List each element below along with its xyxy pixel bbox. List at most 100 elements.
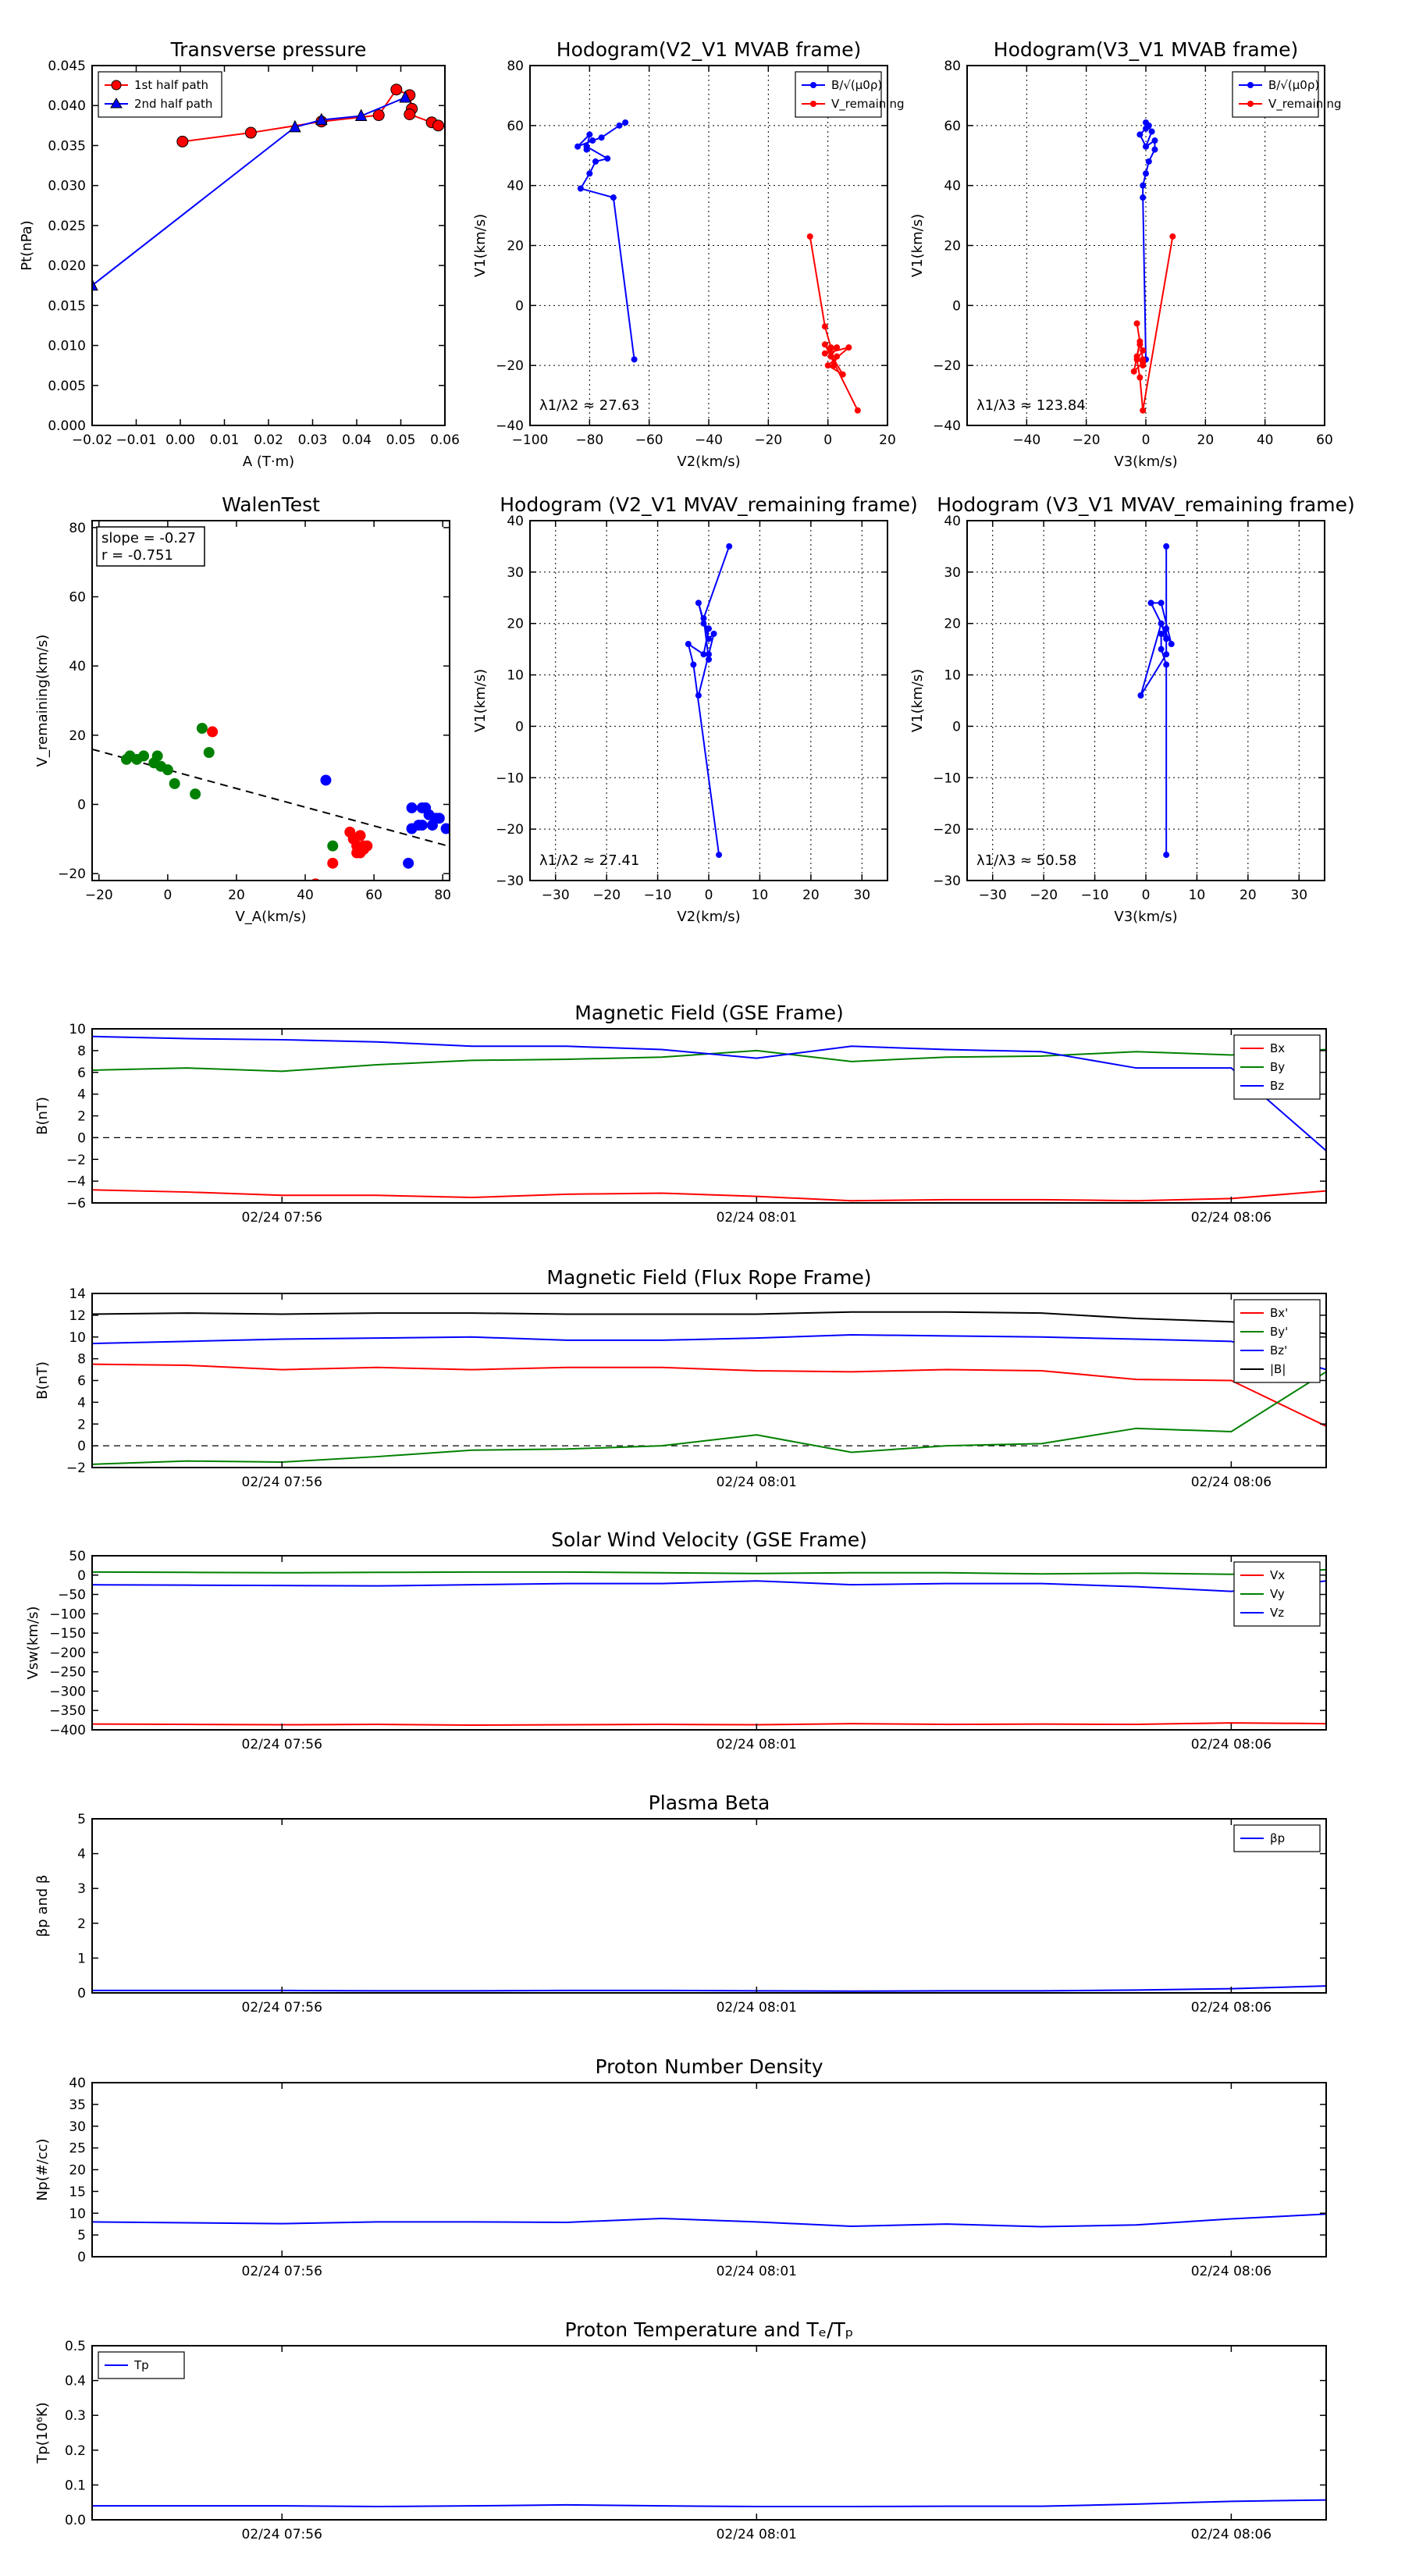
x-tick-label: 02/24 08:06 bbox=[1191, 1210, 1272, 1226]
plot-area bbox=[685, 543, 733, 859]
data-point bbox=[433, 813, 445, 824]
y-tick-label: 60 bbox=[69, 590, 86, 606]
data-point bbox=[827, 353, 834, 360]
y-axis-label: V_remaining(km/s) bbox=[34, 635, 51, 767]
y-tick-label: −2 bbox=[66, 1461, 86, 1476]
y-tick-label: −100 bbox=[49, 1606, 86, 1622]
data-point bbox=[854, 407, 861, 414]
y-tick-label: 35 bbox=[69, 2097, 86, 2113]
x-tick-label: −40 bbox=[1012, 432, 1040, 448]
data-point bbox=[320, 774, 332, 786]
y-tick-label: −4 bbox=[66, 1174, 86, 1190]
y-tick-label: 0.040 bbox=[48, 98, 86, 114]
x-tick-label: −20 bbox=[754, 432, 782, 448]
y-tick-label: 0.030 bbox=[48, 179, 86, 194]
legend-label: Bz' bbox=[1270, 1343, 1287, 1357]
x-tick-label: 10 bbox=[1189, 888, 1206, 903]
plot-frame bbox=[91, 2345, 1327, 2521]
y-tick-label: 40 bbox=[944, 179, 961, 194]
data-point bbox=[1151, 137, 1158, 144]
legend-label: Vy bbox=[1270, 1587, 1285, 1601]
x-tick-label: −0.02 bbox=[72, 432, 112, 448]
x-tick-label: 40 bbox=[297, 888, 314, 903]
stats-box bbox=[96, 526, 205, 567]
series-line bbox=[92, 1985, 1326, 1992]
legend-box bbox=[1232, 71, 1319, 118]
y-axis-label: Np(#/cc) bbox=[34, 2139, 51, 2201]
data-point bbox=[372, 109, 385, 122]
x-tick-label: 02/24 07:56 bbox=[242, 2264, 322, 2279]
x-tick-label: 02/24 08:06 bbox=[1191, 2000, 1272, 2016]
chart-title: Proton Number Density bbox=[596, 2055, 823, 2078]
x-axis-label: V2(km/s) bbox=[677, 909, 740, 925]
series-line bbox=[92, 1311, 1326, 1335]
data-point bbox=[577, 185, 584, 192]
eigenvalue-ratio-label: λ1/λ3 ≈ 123.84 bbox=[976, 397, 1086, 414]
series-line bbox=[92, 1371, 1326, 1465]
legend-label: Bx' bbox=[1270, 1306, 1288, 1320]
legend-label: Bx bbox=[1270, 1041, 1285, 1055]
y-tick-label: 5 bbox=[77, 2228, 86, 2243]
y-axis-label: V1(km/s) bbox=[472, 669, 489, 732]
series-bx- bbox=[92, 1363, 1326, 1427]
x-tick-label: −40 bbox=[695, 432, 723, 448]
y-axis-label: Pt(nPa) bbox=[19, 220, 35, 270]
y-tick-label: 80 bbox=[69, 521, 86, 536]
proton-number-density-chart: Proton Number Density 02/24 07:56 02/24 08… bbox=[34, 2055, 1327, 2279]
x-tick-label: −20 bbox=[85, 888, 113, 903]
data-point bbox=[610, 194, 617, 201]
legend: 1st half path 2nd half path bbox=[98, 71, 222, 118]
x-tick-label: 02/24 08:06 bbox=[1191, 2527, 1272, 2542]
data-point bbox=[631, 356, 638, 363]
y-tick-label: 0.3 bbox=[65, 2408, 86, 2424]
legend-label: V_remaining bbox=[831, 97, 905, 112]
y-tick-label: 6 bbox=[77, 1374, 86, 1389]
y-tick-label: 0 bbox=[77, 797, 86, 813]
legend-label: 1st half path bbox=[134, 78, 208, 92]
x-tick-label: 0 bbox=[705, 888, 713, 903]
y-tick-label: −20 bbox=[496, 358, 524, 374]
data-point bbox=[831, 362, 838, 369]
data-point bbox=[1163, 651, 1170, 658]
legend-box bbox=[795, 71, 882, 118]
y-tick-label: −30 bbox=[496, 873, 524, 889]
series-0 bbox=[92, 2213, 1326, 2228]
x-tick-label: 30 bbox=[853, 888, 870, 903]
hodogram-v3-v1-mvav-chart: Hodogram (V3_V1 MVAV_remaining frame) −30… bbox=[909, 493, 1355, 925]
y-tick-label: −250 bbox=[49, 1665, 86, 1681]
y-tick-label: 4 bbox=[77, 1087, 86, 1103]
x-axis-label: A (T·m) bbox=[243, 454, 294, 470]
data-point bbox=[399, 90, 411, 103]
x-tick-label: −10 bbox=[1081, 888, 1109, 903]
y-tick-label: 60 bbox=[944, 119, 961, 134]
series-line bbox=[92, 1568, 1326, 1575]
legend: Tp bbox=[98, 2351, 185, 2379]
data-point bbox=[404, 108, 416, 120]
y-tick-label: 80 bbox=[507, 59, 524, 74]
data-point bbox=[1143, 119, 1149, 126]
y-tick-label: 8 bbox=[77, 1352, 86, 1368]
data-point bbox=[586, 131, 593, 138]
legend-marker bbox=[810, 101, 816, 107]
legend: B/√(μ0ρ) V_remaining bbox=[795, 71, 905, 118]
y-tick-label: 40 bbox=[69, 659, 86, 674]
hodogram-v3-v1-mvab-chart: Hodogram(V3_V1 MVAB frame) −40 −20 0 20 40 60 −… bbox=[909, 38, 1342, 470]
data-point bbox=[589, 137, 596, 144]
series-tp bbox=[92, 2499, 1326, 2508]
data-point bbox=[1158, 620, 1165, 627]
x-tick-label: 02/24 08:06 bbox=[1191, 2264, 1272, 2279]
y-tick-label: 0.015 bbox=[48, 298, 86, 314]
plot-frame bbox=[91, 1293, 1327, 1468]
data-point bbox=[1133, 320, 1140, 327]
data-point bbox=[706, 651, 712, 658]
x-tick-label: −100 bbox=[512, 432, 549, 448]
plot-area bbox=[1130, 119, 1176, 414]
stats-line: slope = -0.27 bbox=[101, 530, 196, 546]
chart-title: WalenTest bbox=[222, 493, 320, 516]
legend-marker bbox=[110, 98, 123, 109]
y-tick-label: −300 bbox=[49, 1684, 86, 1699]
legend-marker bbox=[810, 82, 816, 88]
data-point bbox=[1163, 543, 1170, 550]
eigenvalue-ratio-label: λ1/λ3 ≈ 50.58 bbox=[976, 852, 1076, 869]
x-tick-label: 0 bbox=[823, 432, 832, 448]
